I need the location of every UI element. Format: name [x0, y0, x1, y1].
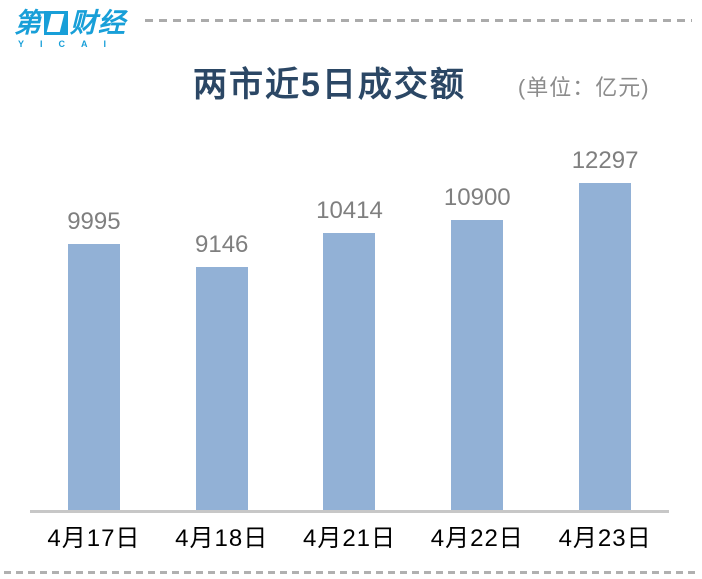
bar — [323, 233, 376, 510]
x-axis-label: 4月18日 — [175, 525, 269, 552]
logo-subtext: YICAI — [18, 39, 123, 49]
yicai-logo-wordmark: 第 财经 — [14, 9, 134, 37]
bar-chart-plot-area: 9995 9146 10414 10900 12297 — [30, 147, 669, 510]
bar-value-label: 9995 — [67, 207, 121, 235]
bar-value-label: 10414 — [316, 196, 383, 224]
unit-label: (单位：亿元) — [517, 74, 650, 100]
x-axis-label: 4月22日 — [430, 525, 524, 552]
bar — [579, 183, 632, 510]
bar-column: 9146 — [158, 230, 286, 510]
x-axis-label: 4月21日 — [302, 525, 397, 552]
bar-column: 9995 — [30, 207, 158, 510]
yicai-logo: 第 财经 YICAI — [14, 9, 134, 49]
bar-value-label: 10900 — [443, 183, 511, 211]
x-axis-label: 4月23日 — [558, 525, 652, 552]
x-axis-labels-row: 4月17日 4月18日 4月21日 4月22日 4月23日 — [30, 524, 669, 554]
top-dashed-divider — [145, 19, 692, 22]
bar-column: 10414 — [286, 196, 414, 510]
bar-column: 12297 — [541, 146, 669, 510]
bar — [67, 244, 120, 510]
x-axis-label: 4月17日 — [47, 525, 141, 552]
logo-char-first: 第 — [14, 7, 42, 38]
logo-square-icon — [44, 11, 68, 35]
bottom-dashed-divider — [4, 571, 698, 574]
bar — [451, 220, 504, 510]
bar — [195, 267, 248, 510]
x-axis-line — [30, 510, 669, 513]
logo-square-slash — [46, 14, 65, 32]
chart-title: 两市近5日成交额 — [193, 66, 466, 104]
title-row: 两市近5日成交额 (单位：亿元) — [193, 66, 650, 105]
logo-chars-rest: 财经 — [70, 7, 126, 38]
bar-value-label: 12297 — [571, 146, 639, 174]
bar-column: 10900 — [413, 183, 541, 510]
bar-value-label: 9146 — [195, 230, 249, 258]
